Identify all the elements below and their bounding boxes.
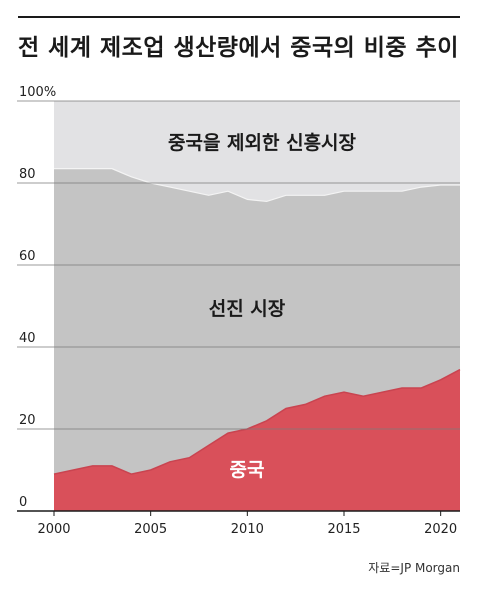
- y-tick-label: 80: [19, 167, 36, 182]
- x-tick-label: 2005: [134, 522, 167, 537]
- x-tick-label: 2015: [327, 522, 360, 537]
- boundary-line-1: [54, 168, 460, 203]
- page-title: 전 세계 제조업 생산량에서 중국의 비중 추이: [18, 35, 459, 61]
- x-tick-label: 2000: [37, 522, 70, 537]
- boundary-line-0: [53, 368, 461, 475]
- series-label-emerging: 중국을 제외한 신흥시장: [168, 131, 357, 154]
- area-developed: [54, 168, 460, 475]
- area-emerging: [54, 101, 460, 202]
- series-label-china: 중국: [230, 459, 265, 481]
- y-tick-label: 40: [19, 331, 36, 346]
- x-tick-label: 2010: [231, 522, 264, 537]
- title-rule: [18, 16, 460, 18]
- y-tick-label: 20: [19, 413, 36, 428]
- x-tick-label: 2020: [424, 522, 457, 537]
- area-china: [54, 369, 460, 511]
- series-label-developed: 선진 시장: [209, 298, 286, 320]
- y-tick-label: 60: [19, 249, 36, 264]
- y-tick-label: 0: [19, 495, 27, 510]
- y-tick-label: 100%: [19, 85, 56, 100]
- source-note: 자료=JP Morgan: [368, 561, 460, 575]
